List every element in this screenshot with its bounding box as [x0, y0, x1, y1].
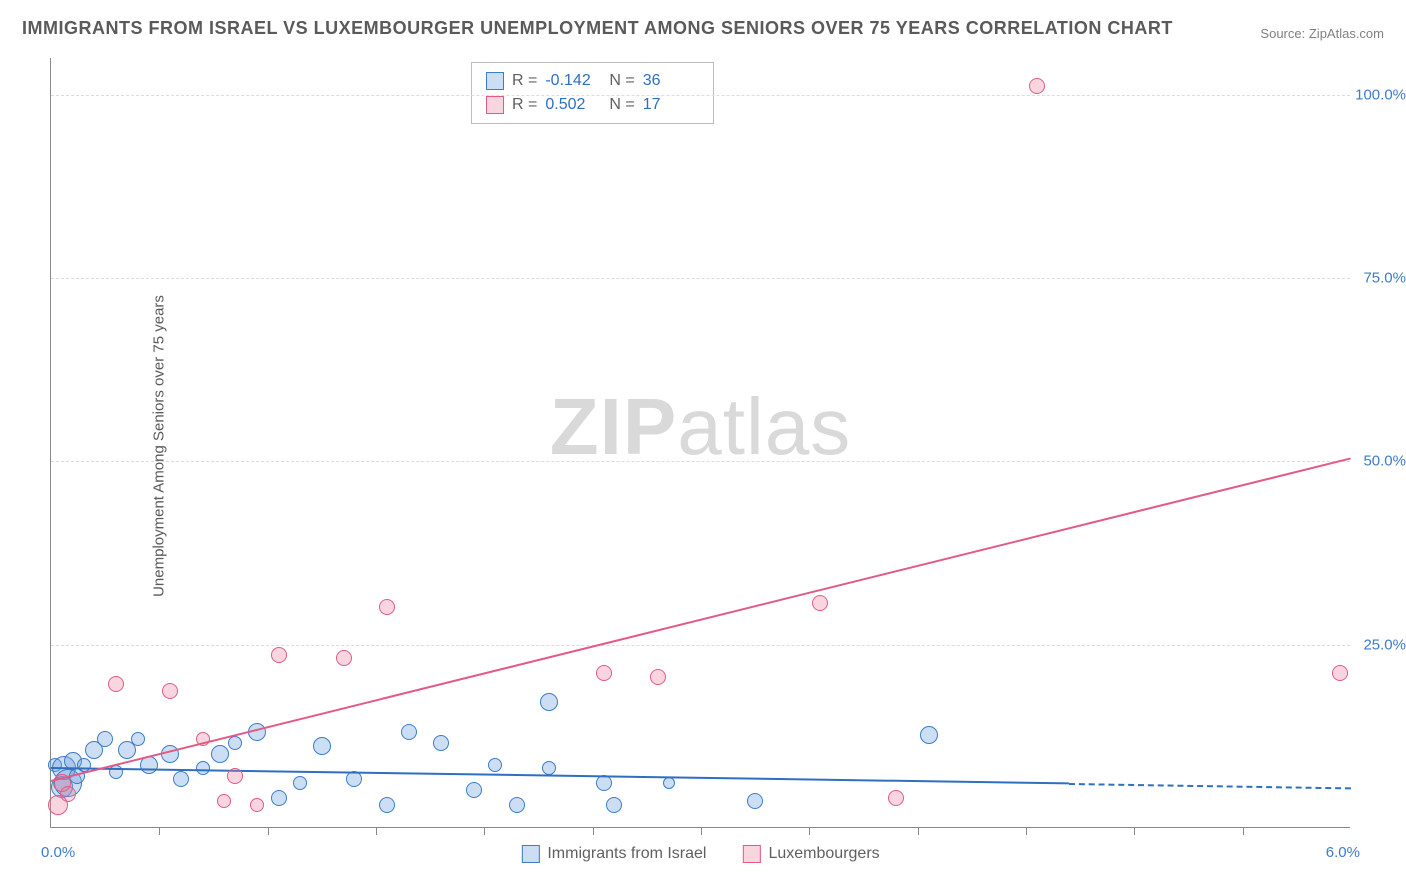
x-tick: [159, 827, 160, 835]
r-label: R =: [512, 93, 537, 117]
x-tick-min: 0.0%: [41, 844, 75, 861]
stats-row-series-2: R = 0.502 N = 17: [486, 93, 699, 117]
data-point: [217, 794, 231, 808]
gridline: [51, 95, 1350, 96]
data-point: [131, 732, 145, 746]
chart-title: IMMIGRANTS FROM ISRAEL VS LUXEMBOURGER U…: [22, 18, 1173, 39]
x-tick: [1026, 827, 1027, 835]
legend-swatch-1: [521, 845, 539, 863]
stats-row-series-1: R = -0.142 N = 36: [486, 69, 699, 93]
legend-swatch-2: [742, 845, 760, 863]
gridline: [51, 645, 1350, 646]
legend-label-1: Immigrants from Israel: [547, 845, 706, 863]
data-point: [211, 745, 229, 763]
data-point: [379, 599, 395, 615]
x-tick: [1243, 827, 1244, 835]
data-point: [313, 737, 331, 755]
data-point: [650, 669, 666, 685]
data-point: [173, 771, 189, 787]
data-point: [433, 735, 449, 751]
data-point: [401, 724, 417, 740]
legend-item-1: Immigrants from Israel: [521, 845, 706, 863]
legend-label-2: Luxembourgers: [768, 845, 879, 863]
data-point: [663, 777, 675, 789]
swatch-series-2: [486, 96, 504, 114]
x-tick-max: 6.0%: [1326, 844, 1360, 861]
scatter-plot-area: ZIPatlas R = -0.142 N = 36 R = 0.502 N =…: [50, 58, 1350, 828]
data-point: [747, 793, 763, 809]
data-point: [488, 758, 502, 772]
data-point: [1332, 665, 1348, 681]
x-tick: [1134, 827, 1135, 835]
data-point: [920, 726, 938, 744]
r-value-2: 0.502: [545, 93, 601, 117]
data-point: [97, 731, 113, 747]
trend-line: [51, 458, 1351, 783]
data-point: [336, 650, 352, 666]
x-tick: [376, 827, 377, 835]
data-point: [227, 768, 243, 784]
gridline: [51, 278, 1350, 279]
data-point: [293, 776, 307, 790]
source-label: Source:: [1260, 26, 1305, 41]
trend-line: [51, 767, 1069, 784]
swatch-series-1: [486, 72, 504, 90]
x-tick: [809, 827, 810, 835]
data-point: [542, 761, 556, 775]
n-value-2: 17: [643, 93, 699, 117]
data-point: [346, 771, 362, 787]
data-point: [250, 798, 264, 812]
x-tick: [918, 827, 919, 835]
data-point: [228, 736, 242, 750]
x-tick: [268, 827, 269, 835]
source-attribution: Source: ZipAtlas.com: [1260, 26, 1384, 41]
y-tick-label: 100.0%: [1355, 86, 1406, 103]
trend-line-extrapolated: [1069, 783, 1351, 789]
x-tick: [484, 827, 485, 835]
r-label: R =: [512, 69, 537, 93]
n-value-1: 36: [643, 69, 699, 93]
y-tick-label: 75.0%: [1363, 270, 1406, 287]
data-point: [271, 790, 287, 806]
watermark-text-a: ZIP: [550, 382, 677, 471]
r-value-1: -0.142: [545, 69, 601, 93]
n-label: N =: [609, 69, 634, 93]
legend-item-2: Luxembourgers: [742, 845, 879, 863]
data-point: [888, 790, 904, 806]
gridline: [51, 461, 1350, 462]
y-tick-label: 25.0%: [1363, 636, 1406, 653]
n-label: N =: [609, 93, 634, 117]
correlation-stats-box: R = -0.142 N = 36 R = 0.502 N = 17: [471, 62, 714, 124]
data-point: [540, 693, 558, 711]
watermark-text-b: atlas: [677, 382, 851, 471]
data-point: [466, 782, 482, 798]
data-point: [812, 595, 828, 611]
data-point: [509, 797, 525, 813]
data-point: [60, 786, 76, 802]
source-value: ZipAtlas.com: [1309, 26, 1384, 41]
data-point: [271, 647, 287, 663]
x-tick: [593, 827, 594, 835]
data-point: [162, 683, 178, 699]
data-point: [379, 797, 395, 813]
x-tick: [701, 827, 702, 835]
data-point: [606, 797, 622, 813]
data-point: [596, 665, 612, 681]
y-tick-label: 50.0%: [1363, 453, 1406, 470]
x-axis-legend: Immigrants from Israel Luxembourgers: [521, 845, 879, 863]
data-point: [1029, 78, 1045, 94]
watermark-logo: ZIPatlas: [550, 381, 851, 473]
data-point: [108, 676, 124, 692]
